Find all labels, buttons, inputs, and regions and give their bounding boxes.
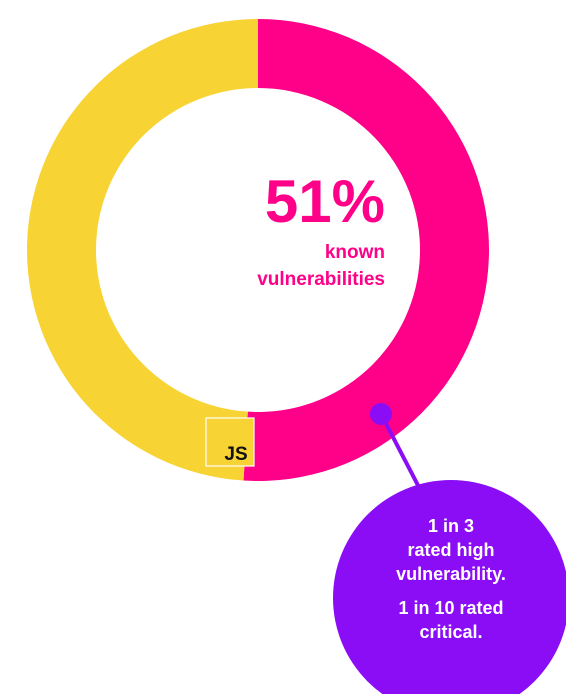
js-badge-box — [205, 417, 255, 467]
headline-percent: 51% — [265, 168, 385, 235]
callout-line-a2: rated high — [407, 540, 494, 560]
js-badge: JS — [205, 417, 255, 467]
callout-line-b2: critical. — [419, 622, 482, 642]
donut-slice-1 — [26, 19, 259, 481]
callout-line-a3: vulnerability. — [396, 564, 506, 584]
donut-slices — [26, 19, 489, 481]
js-badge-label: JS — [224, 444, 247, 465]
callout-anchor-dot — [370, 403, 392, 425]
donut-slice-0 — [243, 19, 489, 481]
callout-line-b1: 1 in 10 rated — [398, 598, 503, 618]
headline-label-line-2: vulnerabilities — [257, 269, 385, 290]
callout: 1 in 3 rated high vulnerability. 1 in 10… — [333, 403, 566, 694]
callout-bubble — [333, 480, 566, 694]
headline-label-line-1: known — [325, 242, 385, 263]
callout-line-a1: 1 in 3 — [428, 516, 474, 536]
